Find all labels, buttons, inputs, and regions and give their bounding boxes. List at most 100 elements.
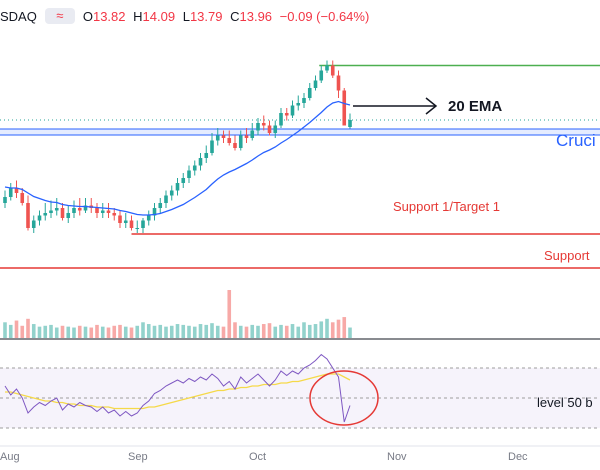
candle-body xyxy=(302,98,306,103)
candle-body xyxy=(331,66,335,76)
ema-line xyxy=(5,102,350,216)
volume-bar xyxy=(135,326,139,338)
candle-body xyxy=(135,228,139,229)
candle-body xyxy=(43,213,47,216)
candle-body xyxy=(222,136,226,139)
candle-body xyxy=(256,123,260,131)
volume-bar xyxy=(147,324,151,338)
candle-body xyxy=(130,221,134,229)
candle-body xyxy=(72,208,76,213)
candle-body xyxy=(227,138,231,143)
volume-bar xyxy=(3,322,7,338)
volume-bar xyxy=(141,322,145,338)
candle-body xyxy=(319,71,323,81)
volume-bar xyxy=(15,321,19,338)
candle-body xyxy=(342,91,346,126)
volume-bar xyxy=(216,326,220,338)
candle-body xyxy=(49,211,53,214)
candle-body xyxy=(26,203,30,228)
volume-bar xyxy=(302,322,306,338)
time-tick-oct: Oct xyxy=(249,451,266,463)
crucial-annotation: Cruci xyxy=(556,131,596,151)
candle-body xyxy=(239,136,243,149)
candle-body xyxy=(279,113,283,126)
candle-body xyxy=(176,183,180,191)
candle-body xyxy=(61,208,65,218)
volume-bar xyxy=(291,324,295,338)
candle-body xyxy=(170,191,174,196)
volume-bar xyxy=(250,325,254,338)
volume-bar xyxy=(43,326,47,338)
time-tick-nov: Nov xyxy=(387,451,407,463)
candle-body xyxy=(95,208,99,213)
time-tick-aug: Aug xyxy=(0,451,20,463)
volume-bar xyxy=(348,328,352,338)
volume-bar xyxy=(296,327,300,338)
candle-body xyxy=(32,221,36,229)
candle-body xyxy=(199,158,203,166)
ohlc-readout: O13.82 H14.09 L13.79 C13.96 −0.09 (−0.64… xyxy=(83,9,373,24)
volume-bar xyxy=(112,326,116,338)
volume-bar xyxy=(262,324,266,338)
volume-bar xyxy=(187,326,191,338)
candle-body xyxy=(78,208,82,211)
candle-body xyxy=(158,203,162,208)
volume-bar xyxy=(245,327,249,338)
volume-bar xyxy=(66,327,70,338)
volume-bar xyxy=(72,328,76,338)
volume-bar xyxy=(118,325,122,338)
candle-body xyxy=(233,143,237,148)
candle-body xyxy=(210,141,214,154)
volume-bar xyxy=(256,326,260,338)
ema-arrow xyxy=(353,98,436,114)
volume-bar xyxy=(233,322,237,338)
candle-body xyxy=(112,213,116,216)
candle-body xyxy=(337,76,341,91)
volume-bar xyxy=(107,328,111,338)
candle-body xyxy=(308,88,312,98)
low-key: L xyxy=(183,9,190,24)
volume-bar xyxy=(273,327,277,338)
volume-bar xyxy=(84,327,88,338)
series-toggle-button[interactable]: ≈ xyxy=(45,8,75,24)
high-key: H xyxy=(133,9,142,24)
level-lines xyxy=(0,66,600,269)
candle-body xyxy=(216,136,220,141)
candle-body xyxy=(348,120,352,127)
volume-bar xyxy=(337,320,341,338)
volume-bar xyxy=(26,319,30,338)
candle-body xyxy=(193,166,197,171)
candle-body xyxy=(141,221,145,229)
ema-annotation: 20 EMA xyxy=(448,98,502,115)
candle-body xyxy=(250,131,254,139)
volume-bar xyxy=(95,325,99,338)
candle-body xyxy=(268,126,272,134)
wave-icon: ≈ xyxy=(56,8,63,23)
volume-bar xyxy=(319,321,323,338)
close-key: C xyxy=(230,9,239,24)
candle-body xyxy=(107,211,111,214)
candle-body xyxy=(273,126,277,134)
volume-bar xyxy=(331,322,335,338)
volume-bar xyxy=(61,326,65,338)
change-value: −0.09 (−0.64%) xyxy=(280,9,370,24)
symbol-label[interactable]: SDAQ xyxy=(0,9,37,24)
volume-bar xyxy=(32,324,36,338)
volume-bar xyxy=(210,323,214,338)
volume-bar xyxy=(124,327,128,338)
low-value: 13.79 xyxy=(190,9,223,24)
time-tick-sep: Sep xyxy=(128,451,148,463)
close-value: 13.96 xyxy=(240,9,273,24)
volume-bar xyxy=(204,325,208,338)
candle-body xyxy=(181,178,185,183)
volume-bar xyxy=(49,325,53,338)
candle-body xyxy=(285,113,289,116)
volume-bar xyxy=(89,328,93,338)
open-key: O xyxy=(83,9,93,24)
time-tick-dec: Dec xyxy=(508,451,528,463)
support1-annotation: Support 1/Target 1 xyxy=(393,199,500,214)
candle-body xyxy=(3,197,7,203)
candle-body xyxy=(124,221,128,224)
candle-body xyxy=(20,193,24,203)
